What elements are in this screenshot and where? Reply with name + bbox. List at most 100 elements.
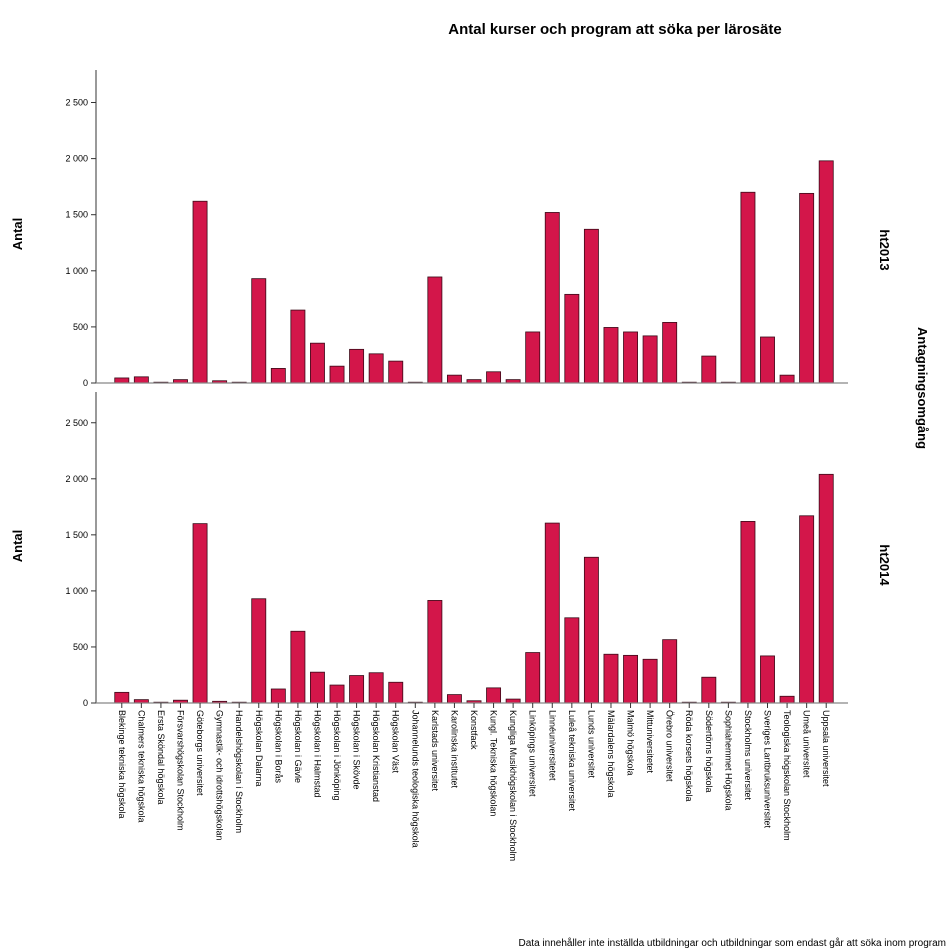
bar-ht2014-22 — [544, 522, 560, 704]
bar-ht2014-24 — [583, 556, 599, 704]
footnote: Data innehåller inte inställda utbildnin… — [519, 937, 946, 949]
bar-ht2013-27 — [642, 335, 658, 384]
x-tick-label-35: Umeå universitet — [802, 710, 812, 778]
y-tick-label-ht2013-1000: 1 000 — [65, 266, 88, 276]
bar-ht2014-19 — [486, 687, 502, 704]
x-tick-label-16: Karlstads universitet — [430, 710, 440, 792]
x-tick-label-23: Luleå tekniska universitet — [567, 710, 577, 812]
x-tick-label-15: Johannelunds teologiska högskola — [410, 710, 420, 848]
x-tick-label-17: Karolinska institutet — [449, 710, 459, 789]
bar-ht2013-22 — [544, 212, 560, 384]
bar-ht2013-4 — [192, 200, 208, 384]
bar-ht2014-17 — [446, 694, 462, 704]
y-ticks-ht2013: 0 500 1 000 1 500 2 000 2 500 — [65, 98, 96, 388]
bar-ht2013-13 — [368, 353, 384, 384]
bar-ht2013-23 — [564, 293, 580, 384]
x-tick-label-3: Försvarshögskolan Stockholm — [175, 710, 185, 831]
bars-ht2013 — [114, 160, 834, 384]
x-tick-label-19: Kungl. Tekniska högskolan — [489, 710, 499, 816]
panel-ht2014: 0 500 1 000 1 500 2 000 2 500 Antal ht2014 — [10, 392, 892, 708]
bar-ht2013-0 — [114, 377, 130, 384]
bar-ht2013-28 — [662, 322, 678, 384]
x-tick-label-7: Högskolan Dalarna — [254, 710, 264, 787]
bar-ht2013-24 — [583, 228, 599, 384]
bar-ht2014-0 — [114, 691, 130, 704]
bar-ht2013-35 — [799, 192, 815, 384]
y-tick-label-ht2013-1500: 1 500 — [65, 210, 88, 220]
bar-ht2013-30 — [701, 355, 717, 384]
bar-ht2013-19 — [486, 371, 502, 384]
x-tick-label-34: Teologiska högskolan Stockholm — [782, 710, 792, 841]
y-axis-label-ht2013: Antal — [10, 218, 25, 251]
x-tick-label-11: Högskolan i Jönköping — [332, 710, 342, 801]
bar-ht2014-7 — [251, 598, 267, 704]
x-tick-label-31: Sophiahemmet Högskola — [723, 710, 733, 811]
bar-ht2014-23 — [564, 617, 580, 704]
bar-ht2013-25 — [603, 327, 619, 384]
y-tick-label-ht2014-1500: 1 500 — [65, 530, 88, 540]
x-tick-label-14: Högskolan Väst — [391, 710, 401, 774]
bar-ht2014-12 — [349, 675, 365, 704]
x-tick-label-2: Ersta Sköndal högskola — [156, 710, 166, 805]
bar-ht2014-13 — [368, 672, 384, 704]
x-tick-label-12: Högskolan i Skövde — [352, 710, 362, 790]
bars-ht2014 — [114, 473, 834, 704]
x-tick-label-32: Stockholms universitet — [743, 710, 753, 801]
x-tick-label-8: Högskolan i Borås — [273, 710, 283, 784]
x-tick-label-0: Blekinge tekniska högskola — [117, 710, 127, 819]
x-tick-label-4: Göteborgs universitet — [195, 710, 205, 796]
bar-ht2013-16 — [427, 276, 443, 384]
y-tick-label-ht2014-2000: 2 000 — [65, 474, 88, 484]
x-tick-label-30: Södertörns högskola — [704, 710, 714, 793]
facet-axis-label: Antagningsomgång — [915, 327, 930, 449]
bar-ht2013-8 — [270, 368, 286, 384]
chart-title: Antal kurser och program att söka per lä… — [448, 21, 781, 38]
facet-label-ht2013: ht2013 — [877, 229, 892, 270]
bar-ht2014-21 — [525, 652, 541, 704]
bar-ht2014-14 — [388, 681, 404, 704]
bar-ht2014-9 — [290, 630, 306, 704]
bar-ht2013-10 — [310, 342, 325, 384]
bar-ht2013-7 — [251, 278, 267, 384]
bar-ht2013-34 — [779, 374, 795, 384]
bar-ht2014-33 — [760, 655, 775, 704]
y-tick-label-ht2014-2500: 2 500 — [65, 418, 88, 428]
y-tick-label-ht2013-2000: 2 000 — [65, 154, 88, 164]
bar-ht2014-8 — [270, 688, 286, 704]
x-tick-label-29: Röda korsets högskola — [684, 710, 694, 802]
y-ticks-ht2014: 0 500 1 000 1 500 2 000 2 500 — [65, 418, 96, 708]
y-tick-label-ht2013-2500: 2 500 — [65, 98, 88, 108]
x-tick-label-10: Högskolan i Halmstad — [312, 710, 322, 798]
x-tick-label-13: Högskolan Kristianstad — [371, 710, 381, 802]
bar-ht2013-26 — [623, 331, 638, 384]
y-tick-label-ht2014-500: 500 — [73, 642, 88, 652]
x-tick-label-6: Handelshögskolan i Stockholm — [234, 710, 244, 833]
bar-ht2013-17 — [446, 374, 462, 384]
x-tick-label-21: Linköpings universitet — [528, 710, 538, 797]
y-tick-label-ht2013-500: 500 — [73, 322, 88, 332]
bar-ht2014-10 — [310, 671, 325, 704]
bar-ht2013-21 — [525, 331, 541, 384]
bar-ht2013-1 — [133, 376, 149, 384]
bar-ht2014-36 — [818, 473, 834, 704]
y-tick-label-ht2014-0: 0 — [83, 698, 88, 708]
x-tick-label-9: Högskolan i Gävle — [293, 710, 303, 783]
bar-ht2013-9 — [290, 309, 306, 384]
bar-ht2014-32 — [740, 521, 756, 704]
x-tick-label-24: Lunds universitet — [586, 710, 596, 779]
bar-ht2013-12 — [349, 348, 365, 384]
x-tick-label-25: Mälardalens högskola — [606, 710, 616, 798]
bar-ht2014-25 — [603, 653, 619, 704]
facet-label-ht2014: ht2014 — [877, 544, 892, 586]
x-category-labels: Blekinge tekniska högskola Chalmers tekni… — [117, 703, 831, 861]
panel-ht2013: 0 500 1 000 1 500 2 000 2 500 Antal ht2013 — [10, 70, 892, 388]
x-tick-label-27: Mittuniversitetet — [645, 710, 655, 774]
x-tick-label-26: Malmö högskola — [626, 710, 636, 776]
bar-ht2013-14 — [388, 360, 404, 384]
bar-ht2014-27 — [642, 658, 658, 704]
x-tick-label-36: Uppsala universitet — [821, 710, 831, 787]
bar-ht2014-26 — [623, 654, 638, 704]
bar-ht2013-33 — [760, 336, 775, 384]
x-tick-label-20: Kungliga Musikhögskolan i Stockholm — [508, 710, 518, 861]
